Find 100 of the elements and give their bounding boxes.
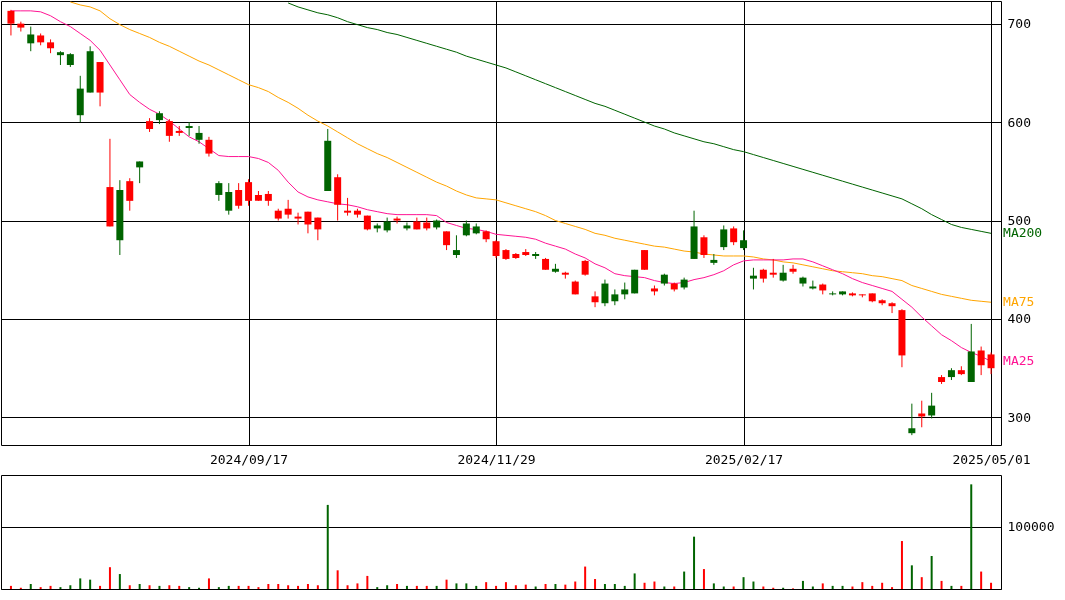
candlestick: [205, 136, 213, 158]
bar: [821, 583, 824, 589]
x-tick-label: 2024/11/29: [457, 451, 536, 467]
y-tick-label: 400: [1007, 311, 1031, 327]
bar: [69, 585, 72, 589]
candlestick: [700, 234, 708, 259]
bar: [910, 565, 913, 589]
bar: [554, 584, 557, 589]
bar: [89, 579, 92, 589]
bar: [99, 585, 102, 589]
bar: [861, 582, 864, 589]
candlestick: [740, 229, 748, 251]
bar: [900, 541, 903, 589]
bar: [643, 582, 646, 589]
bar: [277, 584, 280, 589]
bar: [801, 580, 804, 589]
bar: [158, 585, 161, 589]
bar: [495, 585, 498, 589]
bar: [297, 585, 300, 589]
bar: [702, 569, 705, 589]
bar: [306, 584, 309, 589]
line-series: [69, 1, 992, 303]
bar: [29, 584, 32, 589]
candlestick: [294, 212, 302, 225]
candlestick: [987, 351, 995, 375]
candlestick: [918, 400, 926, 428]
bar: [79, 578, 82, 589]
bar: [574, 581, 577, 589]
bar: [138, 584, 141, 589]
bar: [841, 585, 844, 589]
bar: [990, 582, 993, 589]
x-tick-label: 2024/09/17: [209, 451, 289, 467]
bar: [148, 585, 151, 589]
bar: [49, 585, 52, 589]
candlestick: [284, 199, 292, 220]
candlestick: [928, 392, 936, 419]
bar: [633, 573, 636, 589]
y-tick-label: 300: [1007, 409, 1031, 425]
candlestick: [165, 118, 173, 143]
candlestick: [641, 249, 649, 271]
series-label: MA25: [1003, 353, 1035, 369]
bar: [712, 583, 715, 589]
candlestick: [769, 258, 777, 279]
bar: [613, 584, 616, 589]
bar: [603, 584, 606, 589]
candlestick: [789, 264, 797, 275]
bar: [405, 585, 408, 589]
bar: [118, 574, 121, 589]
bar: [455, 583, 458, 589]
bar: [920, 577, 923, 589]
candlestick: [403, 222, 411, 231]
bar: [465, 583, 468, 589]
bar: [485, 582, 488, 589]
bar: [831, 585, 834, 589]
line-series: [287, 2, 992, 234]
candlestick: [393, 216, 401, 224]
candlestick: [452, 234, 460, 259]
bar: [970, 484, 973, 589]
series-label: MA75: [1003, 294, 1035, 310]
candlestick: [215, 180, 223, 202]
bar: [435, 585, 438, 589]
bar: [128, 585, 131, 589]
candlestick: [908, 403, 916, 436]
bar: [445, 579, 448, 589]
bar: [623, 585, 626, 589]
bar: [237, 585, 240, 589]
bar: [871, 585, 874, 589]
bar: [950, 585, 953, 589]
bar: [415, 585, 418, 589]
candlestick: [245, 178, 253, 207]
bar: [316, 585, 319, 589]
bar: [980, 571, 983, 589]
candlestick: [126, 177, 134, 212]
x-tick-label: 2025/02/17: [704, 451, 784, 467]
candlestick: [225, 182, 233, 216]
bar: [425, 585, 428, 589]
bar: [178, 585, 181, 589]
bar: [475, 585, 478, 589]
bar: [881, 582, 884, 589]
bar: [584, 566, 587, 589]
candlestick: [17, 21, 25, 33]
bar: [960, 585, 963, 589]
bar: [247, 585, 250, 589]
bar: [326, 504, 329, 589]
bar: [386, 585, 389, 589]
bar: [940, 580, 943, 589]
bar: [9, 585, 12, 589]
bar: [653, 581, 656, 589]
candlestick: [888, 301, 896, 314]
candlestick: [730, 225, 738, 246]
bar: [227, 585, 230, 589]
bar: [594, 579, 597, 589]
bar: [108, 567, 111, 589]
candlestick: [720, 224, 728, 251]
candlestick: [601, 279, 609, 307]
bar: [287, 585, 290, 589]
bar: [267, 584, 270, 589]
y-tick-label: 100000: [1007, 519, 1055, 535]
bar: [366, 575, 369, 589]
candlestick: [749, 267, 757, 290]
